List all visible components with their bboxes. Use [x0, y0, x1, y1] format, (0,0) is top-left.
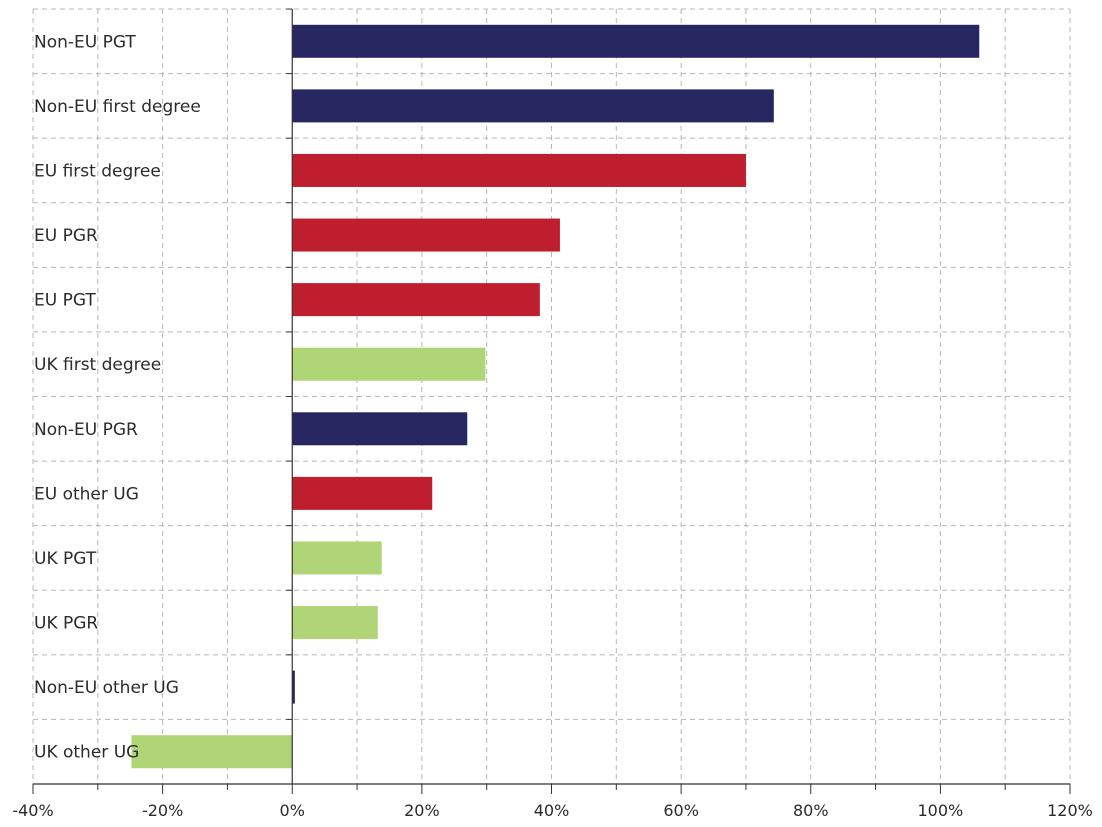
x-tick-labels: -40% -20% 0% 20% 40% 60% 80% 100% 120%	[12, 801, 1093, 820]
x-tick-label: 80%	[793, 801, 829, 820]
grid-lines	[32, 8, 1071, 784]
x-tick-label: 100%	[918, 801, 964, 820]
category-label: EU other UG	[34, 484, 139, 504]
category-label: Non-EU other UG	[34, 678, 179, 698]
category-label: UK first degree	[34, 355, 161, 375]
category-label: UK PGR	[34, 614, 98, 634]
category-label: Non-EU first degree	[34, 97, 201, 117]
x-tick-label: 0%	[280, 801, 305, 820]
bar-non-eu-other-ug	[292, 670, 295, 704]
x-tick-label: 60%	[663, 801, 699, 820]
bar-uk-pgr	[292, 606, 378, 640]
bar-eu-other-ug	[292, 476, 433, 510]
category-label: Non-EU PGR	[34, 420, 138, 440]
x-tick-label: 120%	[1047, 801, 1093, 820]
category-labels: Non-EU PGT Non-EU first degree EU first de…	[34, 32, 201, 762]
bar-uk-first-degree	[292, 347, 486, 381]
bar-non-eu-first-degree	[292, 89, 774, 123]
category-label: UK PGT	[34, 549, 97, 569]
category-label: EU first degree	[34, 161, 161, 181]
x-tick-label: 40%	[534, 801, 570, 820]
axes	[32, 8, 1071, 794]
bar-non-eu-pgt	[292, 24, 980, 58]
category-label: Non-EU PGT	[34, 32, 136, 52]
bar-eu-first-degree	[292, 153, 746, 187]
bar-uk-other-ug	[131, 735, 293, 769]
category-label: EU PGR	[34, 226, 98, 246]
x-tick-label: -40%	[12, 801, 53, 820]
category-label: UK other UG	[34, 743, 139, 763]
bar-eu-pgt	[292, 283, 540, 317]
category-label: EU PGT	[34, 291, 96, 311]
bar-eu-pgr	[292, 218, 560, 252]
bars	[131, 24, 980, 769]
x-tick-label: -20%	[142, 801, 183, 820]
x-tick-label: 20%	[404, 801, 440, 820]
bar-non-eu-pgr	[292, 412, 468, 446]
bar-uk-pgt	[292, 541, 382, 575]
